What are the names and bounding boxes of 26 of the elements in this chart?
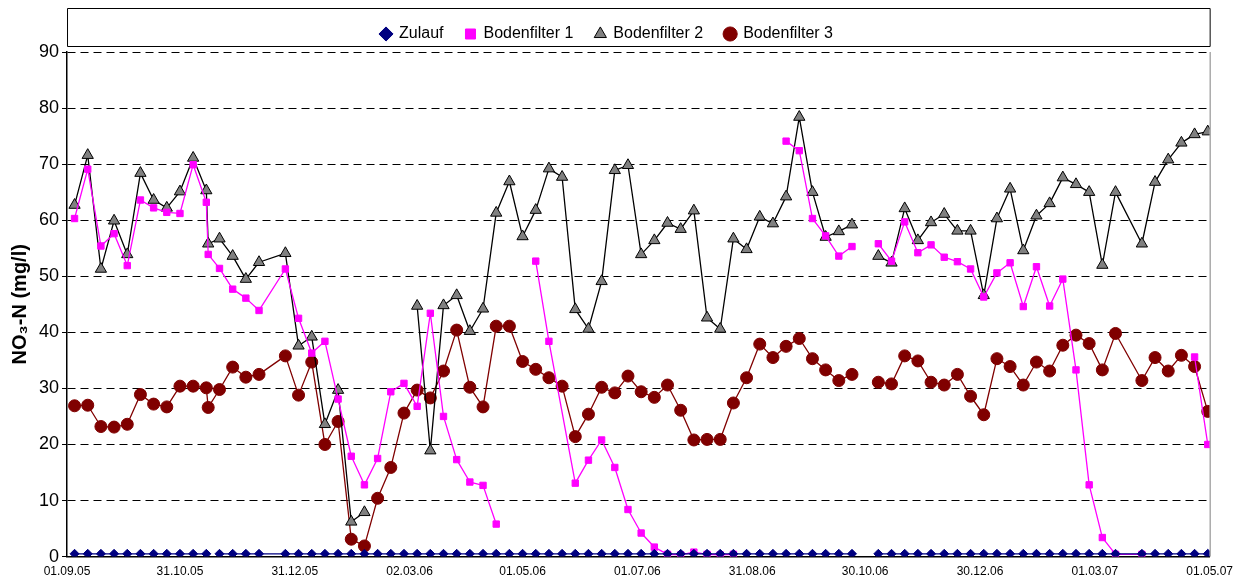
x-tick-label: 31.12.05 [271,564,319,579]
x-tick-label: 31.10.05 [156,564,204,579]
x-tick-label: 31.08.06 [728,564,776,579]
x-tick-label: 30.12.06 [956,564,1004,579]
y-tick-label: 20 [38,433,60,454]
y-tick-label: 60 [38,209,60,230]
x-tick-label: 01.05.07 [1186,564,1234,579]
x-tick-label: 30.10.06 [841,564,889,579]
y-tick-label: 10 [38,489,60,510]
legend-label: Bodenfilter 2 [613,24,704,42]
x-tick-label: 01.03.07 [1071,564,1119,579]
x-tick-label: 02.03.06 [386,564,434,579]
legend-label: Bodenfilter 3 [743,24,834,42]
x-tick-label: 01.07.06 [614,564,662,579]
x-tick-label: 01.05.06 [499,564,547,579]
y-tick-label: 90 [38,40,60,61]
y-tick-label: 30 [38,377,60,398]
y-tick-label: 80 [38,97,60,118]
legend-label: Bodenfilter 1 [483,24,574,42]
y-tick-label: 70 [38,153,60,174]
y-tick-label: 50 [38,265,60,286]
y-axis-title: NO₃-N (mg/l) [7,244,30,365]
y-tick-label: 40 [38,321,60,342]
y-tick-label: 0 [49,545,60,566]
x-tick-label: 01.09.05 [43,564,91,579]
legend-label: Zulauf [399,24,445,42]
